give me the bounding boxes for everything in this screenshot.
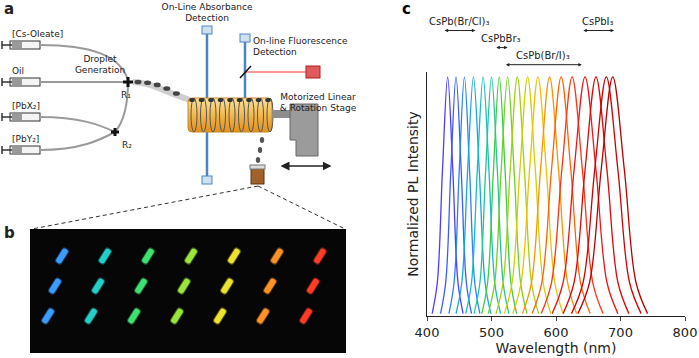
svg-text:[Cs-Oleate]: [Cs-Oleate]	[12, 29, 63, 39]
svg-text:600: 600	[544, 325, 569, 340]
svg-text:CsPb(Br/Cl)₃: CsPb(Br/Cl)₃	[429, 16, 489, 27]
svg-text:Wavelength (nm): Wavelength (nm)	[496, 340, 617, 356]
svg-text:[PbX₂]: [PbX₂]	[12, 101, 40, 111]
svg-text:R₁: R₁	[121, 90, 131, 100]
svg-text:Oil: Oil	[12, 66, 24, 76]
svg-text:a: a	[4, 0, 14, 18]
svg-text:800: 800	[673, 325, 698, 340]
svg-text:[PbY₂]: [PbY₂]	[12, 134, 39, 144]
svg-text:Generation: Generation	[75, 65, 125, 75]
svg-text:On-Line Absorbance: On-Line Absorbance	[162, 2, 253, 12]
svg-text:700: 700	[608, 325, 633, 340]
svg-text:CsPbBr₃: CsPbBr₃	[481, 33, 521, 44]
svg-text:b: b	[4, 224, 15, 242]
svg-text:On-line Fluorescence: On-line Fluorescence	[253, 36, 348, 46]
svg-text:R₂: R₂	[122, 140, 132, 150]
svg-text:& Rotation Stage: & Rotation Stage	[280, 103, 357, 113]
svg-text:Detection: Detection	[253, 47, 297, 57]
svg-text:500: 500	[479, 325, 504, 340]
svg-text:CsPb(Br/I)₃: CsPb(Br/I)₃	[516, 50, 570, 61]
svg-text:Droplet: Droplet	[83, 54, 117, 64]
svg-text:Normalized PL Intensity: Normalized PL Intensity	[405, 111, 421, 276]
svg-text:400: 400	[415, 325, 440, 340]
svg-text:Detection: Detection	[185, 13, 229, 23]
html-text:c: c	[402, 0, 411, 18]
svg-text:Motorized Linear: Motorized Linear	[280, 92, 356, 102]
svg-text:CsPbI₃: CsPbI₃	[582, 16, 614, 27]
